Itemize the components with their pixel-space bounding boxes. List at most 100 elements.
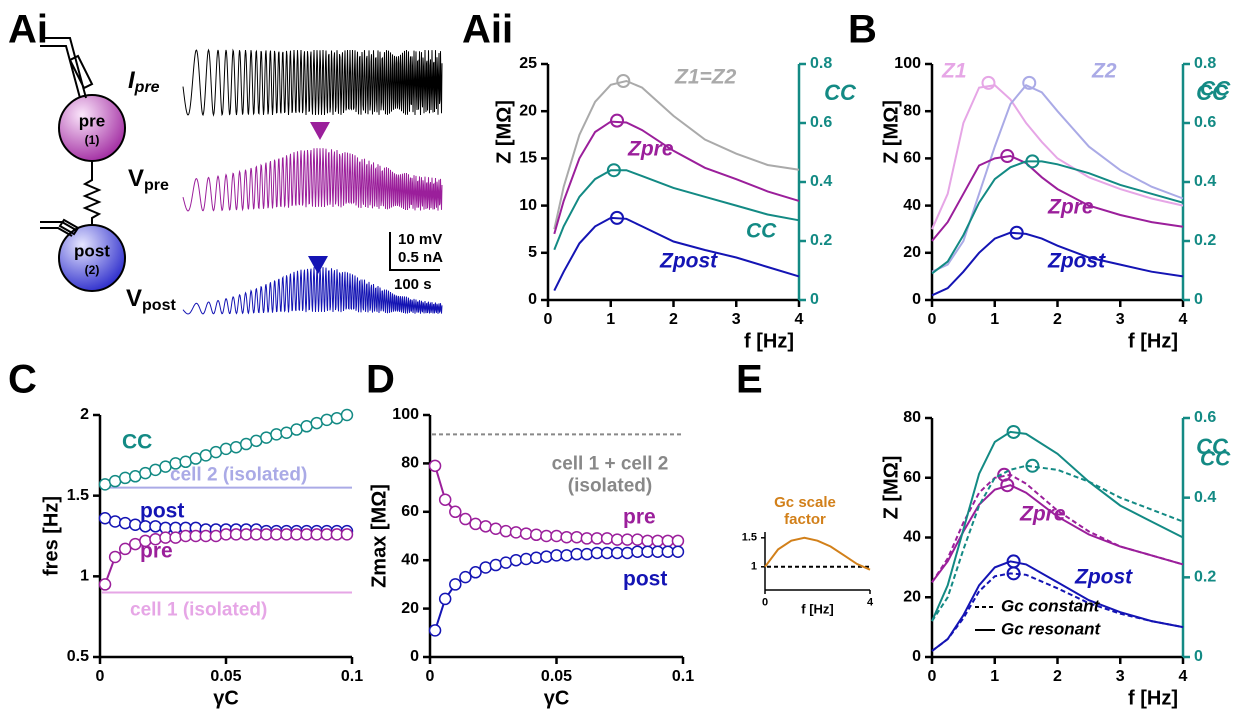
scale-bar bbox=[389, 232, 440, 271]
panel-label: D bbox=[366, 358, 395, 402]
marker bbox=[489, 558, 503, 572]
series-line bbox=[931, 464, 1184, 622]
marker bbox=[600, 532, 614, 545]
marker bbox=[209, 529, 223, 543]
x-axis-label: γC bbox=[213, 687, 239, 709]
y2-tick-label: 0.4 bbox=[1194, 173, 1216, 190]
marker bbox=[580, 532, 594, 545]
marker bbox=[428, 459, 442, 473]
series-label: Zpost bbox=[1047, 250, 1106, 273]
marker bbox=[118, 542, 132, 556]
trace-label: Vpost bbox=[126, 285, 176, 314]
x-tick-label: 0 bbox=[928, 668, 937, 685]
y-tick-label: 1.5 bbox=[67, 487, 89, 504]
marker bbox=[300, 420, 313, 433]
marker bbox=[129, 470, 142, 483]
panel-label: B bbox=[848, 8, 877, 52]
trace-label-main: V bbox=[126, 285, 142, 312]
legend-label: Gc constant bbox=[1001, 596, 1101, 615]
series-line bbox=[931, 83, 1184, 273]
marker bbox=[671, 545, 685, 558]
panel-label: Aii bbox=[462, 8, 513, 52]
marker bbox=[270, 428, 283, 441]
y-tick-label: 20 bbox=[519, 102, 537, 119]
marker bbox=[330, 411, 344, 425]
x-tick-label: 2 bbox=[669, 311, 678, 328]
x-tick-label: 0.05 bbox=[541, 668, 572, 685]
x-tick-label: 4 bbox=[1179, 668, 1188, 685]
marker bbox=[149, 463, 162, 477]
marker bbox=[219, 442, 233, 456]
x-tick-label: 4 bbox=[1179, 311, 1188, 328]
x-axis-label: f [Hz] bbox=[801, 601, 834, 616]
series-label: Zpost bbox=[1074, 566, 1133, 589]
marker bbox=[98, 478, 112, 491]
marker bbox=[530, 551, 543, 565]
x-tick-label: 0 bbox=[96, 668, 105, 685]
y2-tick-label: 0.6 bbox=[1194, 409, 1216, 426]
x-tick-label: 0 bbox=[762, 597, 768, 609]
marker bbox=[469, 566, 482, 579]
series-line bbox=[931, 473, 1184, 583]
y-tick-label: 0 bbox=[912, 291, 921, 308]
marker bbox=[540, 550, 553, 563]
marker bbox=[469, 517, 482, 531]
y2-axis-label: CC bbox=[1196, 80, 1229, 105]
marker bbox=[239, 437, 253, 451]
marker bbox=[519, 552, 533, 566]
y-axis-label: Z [MΩ] bbox=[880, 100, 902, 164]
marker bbox=[139, 466, 152, 480]
y-tick-label: 2 bbox=[80, 406, 89, 423]
peak-marker bbox=[1022, 75, 1037, 90]
cell-diagram bbox=[40, 37, 126, 292]
marker bbox=[560, 530, 573, 544]
cell-label: pre bbox=[79, 111, 105, 130]
marker bbox=[631, 545, 644, 558]
y2-tick-label: 0.4 bbox=[1194, 489, 1216, 506]
marker bbox=[651, 545, 664, 558]
trace-label: Vpre bbox=[128, 165, 169, 194]
peak-marker bbox=[1025, 154, 1040, 169]
y-axis-label: Zmax [MΩ] bbox=[368, 484, 390, 588]
series-label: CC bbox=[746, 220, 777, 243]
marker bbox=[260, 431, 273, 444]
marker bbox=[641, 545, 654, 558]
trace-label-sub: pre bbox=[144, 177, 169, 194]
peak-marker bbox=[1006, 424, 1021, 439]
series-line bbox=[931, 430, 1184, 622]
marker bbox=[108, 474, 122, 488]
peak-arrow bbox=[308, 256, 328, 274]
panel-label: C bbox=[8, 358, 37, 402]
marker bbox=[98, 578, 112, 591]
marker bbox=[159, 460, 172, 473]
y-tick-label: 15 bbox=[519, 150, 537, 167]
y-tick-label: 40 bbox=[903, 197, 921, 214]
y2-tick-label: 0.6 bbox=[810, 114, 832, 131]
y-tick-label: 0 bbox=[410, 648, 419, 665]
series-label: Z1 bbox=[941, 60, 967, 83]
series-label: Zpost bbox=[659, 250, 718, 273]
y-tick-label: 5 bbox=[528, 244, 537, 261]
marker bbox=[570, 547, 583, 561]
y2-axis-label: CC bbox=[1196, 434, 1229, 459]
y-tick-label: 40 bbox=[401, 551, 419, 568]
y-tick-label: 60 bbox=[903, 150, 921, 167]
peak-marker bbox=[610, 210, 625, 225]
y-tick-label: 80 bbox=[903, 409, 921, 426]
marker bbox=[169, 457, 182, 470]
series-label: pre bbox=[623, 506, 656, 529]
marker bbox=[108, 515, 122, 528]
series-label: Zpre bbox=[1047, 196, 1094, 219]
marker bbox=[479, 520, 492, 533]
marker bbox=[519, 527, 533, 540]
marker bbox=[118, 516, 132, 530]
y-tick-label: 0 bbox=[912, 648, 921, 665]
marker bbox=[438, 493, 452, 506]
marker bbox=[499, 524, 513, 538]
series-label: CC bbox=[1200, 78, 1231, 101]
marker bbox=[280, 426, 293, 439]
peak-marker bbox=[606, 163, 621, 178]
marker bbox=[229, 441, 243, 454]
y2-tick-label: 0 bbox=[1194, 648, 1203, 665]
peak-marker bbox=[997, 467, 1012, 482]
